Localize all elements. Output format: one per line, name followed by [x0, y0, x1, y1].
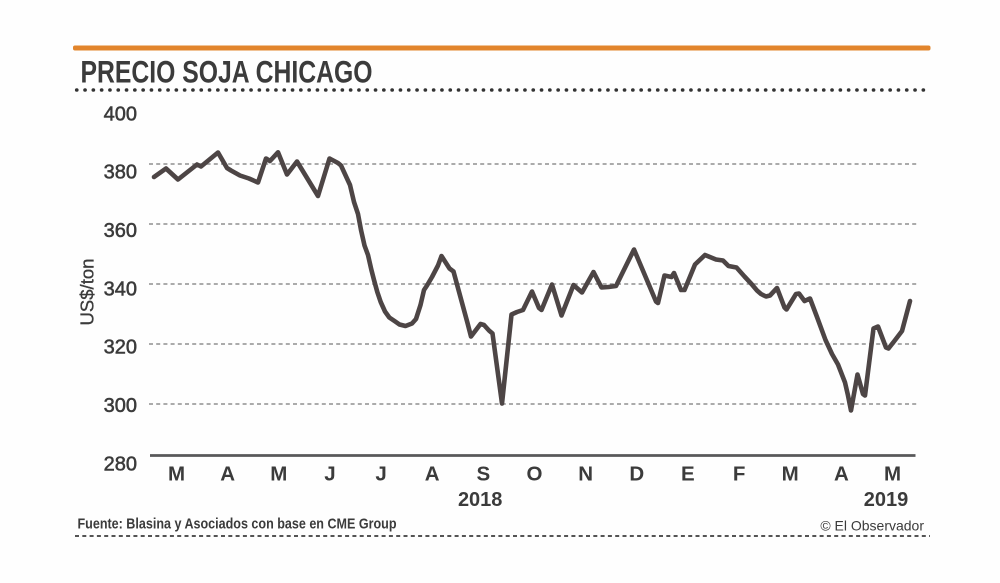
svg-text:2019: 2019: [864, 489, 909, 511]
svg-text:A: A: [425, 462, 440, 485]
svg-text:S: S: [476, 462, 490, 485]
svg-text:O: O: [527, 462, 543, 485]
svg-text:M: M: [782, 462, 799, 485]
svg-text:© El Observador: © El Observador: [820, 518, 924, 534]
svg-text:Fuente: Blasina y Asociados co: Fuente: Blasina y Asociados con base en …: [78, 515, 397, 532]
svg-text:2018: 2018: [458, 489, 503, 511]
svg-text:280: 280: [104, 453, 137, 475]
svg-text:400: 400: [104, 103, 137, 125]
svg-text:380: 380: [104, 162, 137, 184]
svg-text:300: 300: [104, 395, 137, 417]
svg-text:M: M: [168, 462, 185, 485]
svg-text:PRECIO SOJA CHICAGO: PRECIO SOJA CHICAGO: [81, 54, 373, 90]
svg-text:A: A: [834, 462, 849, 485]
svg-text:M: M: [270, 462, 287, 485]
svg-text:360: 360: [104, 220, 137, 242]
svg-text:J: J: [324, 462, 335, 485]
svg-text:M: M: [884, 462, 901, 485]
svg-text:D: D: [629, 462, 644, 485]
svg-text:US$/ton: US$/ton: [77, 259, 98, 326]
svg-text:N: N: [578, 462, 593, 485]
svg-text:340: 340: [104, 278, 137, 300]
svg-text:F: F: [733, 462, 746, 485]
svg-text:A: A: [220, 462, 235, 485]
svg-text:J: J: [375, 462, 386, 485]
svg-text:E: E: [681, 462, 695, 485]
svg-text:320: 320: [104, 337, 137, 359]
